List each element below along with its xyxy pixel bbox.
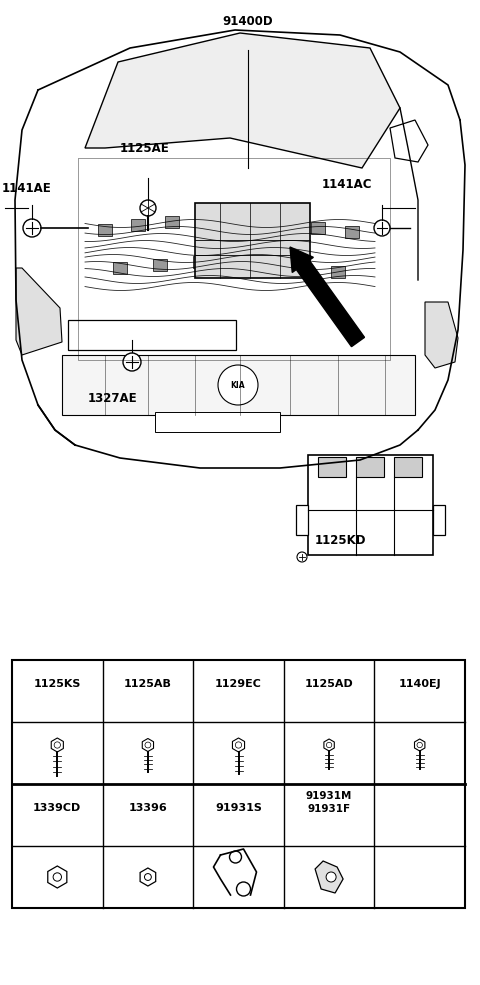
Text: 91931M
91931F: 91931M 91931F: [306, 791, 352, 815]
Bar: [433, 505, 445, 535]
Text: 1339CD: 1339CD: [33, 803, 82, 813]
Text: 1140EJ: 1140EJ: [398, 679, 441, 689]
Circle shape: [326, 872, 336, 882]
Bar: [155, 412, 280, 432]
Polygon shape: [51, 738, 63, 752]
Polygon shape: [62, 355, 415, 415]
Bar: [12, 660, 465, 908]
Polygon shape: [315, 861, 343, 893]
Bar: [98, 224, 112, 236]
Text: 13396: 13396: [129, 803, 167, 813]
Text: 1125AE: 1125AE: [120, 142, 170, 155]
Bar: [308, 455, 433, 555]
Bar: [356, 457, 384, 477]
Circle shape: [53, 873, 61, 882]
Bar: [68, 320, 236, 350]
Circle shape: [140, 200, 156, 216]
Bar: [131, 219, 145, 231]
Circle shape: [23, 219, 41, 237]
Circle shape: [145, 742, 151, 748]
Polygon shape: [425, 302, 458, 368]
Polygon shape: [415, 739, 425, 751]
Bar: [296, 505, 308, 535]
Text: 1141AC: 1141AC: [322, 178, 372, 191]
Circle shape: [123, 353, 141, 371]
Circle shape: [54, 742, 60, 749]
Polygon shape: [140, 868, 156, 886]
Bar: [153, 259, 167, 271]
Circle shape: [229, 851, 241, 863]
Circle shape: [235, 742, 241, 749]
Text: 91400D: 91400D: [223, 15, 273, 28]
Text: 1125KS: 1125KS: [34, 679, 81, 689]
Bar: [165, 216, 179, 228]
Polygon shape: [390, 120, 428, 162]
Polygon shape: [85, 33, 400, 168]
Polygon shape: [48, 866, 67, 888]
Bar: [241, 259, 255, 271]
Bar: [201, 214, 215, 226]
Text: 1125AB: 1125AB: [124, 679, 172, 689]
Text: 91931S: 91931S: [215, 803, 262, 813]
Bar: [394, 457, 422, 477]
Text: 1125AD: 1125AD: [305, 679, 353, 689]
Circle shape: [218, 365, 258, 405]
Circle shape: [237, 882, 251, 896]
Text: 1327AE: 1327AE: [88, 391, 138, 405]
Circle shape: [374, 220, 390, 236]
Bar: [345, 226, 359, 238]
Polygon shape: [324, 739, 334, 751]
Polygon shape: [16, 268, 62, 355]
Circle shape: [297, 552, 307, 562]
Polygon shape: [232, 738, 245, 752]
Text: 1141AE: 1141AE: [2, 181, 52, 194]
Circle shape: [326, 743, 332, 748]
Bar: [288, 262, 302, 274]
Bar: [318, 457, 346, 477]
Bar: [238, 216, 252, 228]
Text: 1129EC: 1129EC: [215, 679, 262, 689]
Bar: [195, 203, 310, 278]
Circle shape: [144, 874, 151, 881]
Bar: [331, 266, 345, 278]
Circle shape: [417, 743, 422, 748]
Text: KIA: KIA: [231, 380, 245, 389]
Text: 1125KD: 1125KD: [315, 534, 367, 547]
Bar: [113, 262, 127, 274]
Bar: [311, 222, 325, 234]
Bar: [193, 256, 207, 268]
Polygon shape: [142, 739, 154, 752]
FancyArrow shape: [290, 247, 364, 347]
Bar: [275, 219, 289, 231]
